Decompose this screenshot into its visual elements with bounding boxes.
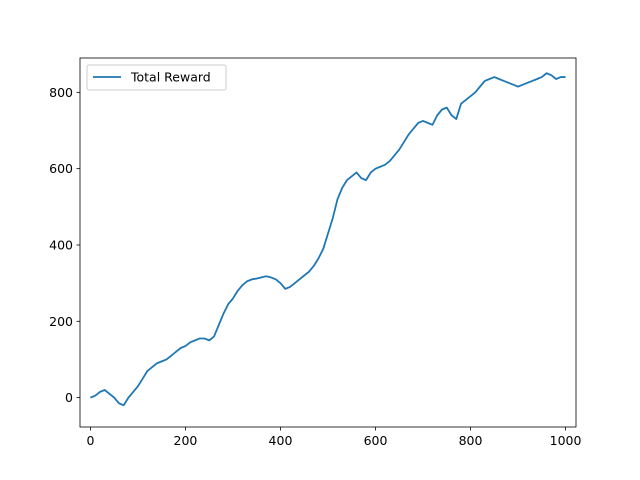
x-tick-label: 200 [174, 433, 198, 448]
x-tick-label: 0 [86, 433, 94, 448]
x-tick-label: 1000 [550, 433, 582, 448]
x-tick-label: 400 [269, 433, 293, 448]
x-tick-label: 600 [364, 433, 388, 448]
series-line-total-reward [90, 72, 566, 407]
y-tick-label: 400 [49, 237, 73, 252]
legend-label: Total Reward [130, 70, 211, 85]
y-tick-label: 600 [49, 161, 73, 176]
plot-frame [79, 57, 577, 428]
legend: Total Reward [86, 64, 227, 91]
x-tick-label: 800 [459, 433, 483, 448]
y-tick-label: 800 [49, 85, 73, 100]
y-axis: 0 200 400 600 800 [49, 85, 80, 405]
x-axis: 0 200 400 600 800 1000 [86, 427, 582, 448]
series-layer [90, 72, 566, 407]
y-tick-label: 200 [49, 314, 73, 329]
legend-box [86, 64, 227, 91]
y-tick-label: 0 [65, 390, 73, 405]
